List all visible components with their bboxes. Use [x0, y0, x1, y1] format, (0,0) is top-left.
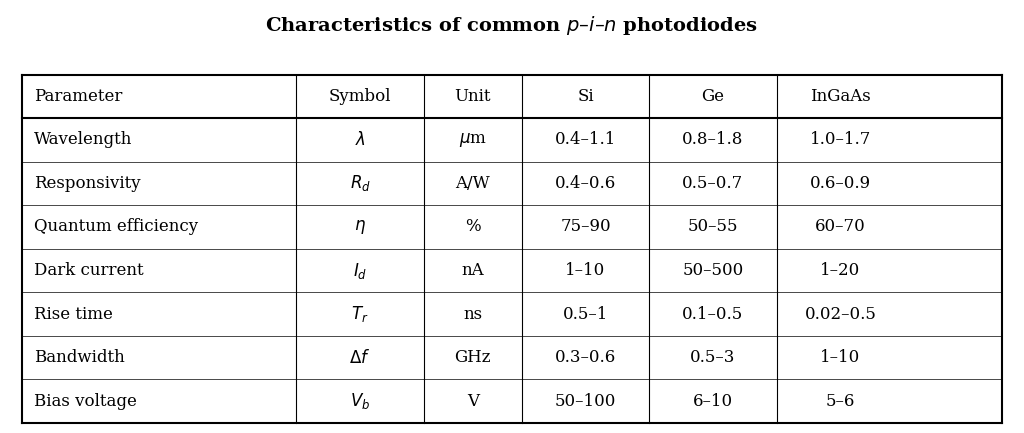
- Text: 0.4–1.1: 0.4–1.1: [555, 131, 616, 149]
- Text: 0.5–0.7: 0.5–0.7: [682, 175, 743, 192]
- Text: $\mu$m: $\mu$m: [459, 131, 486, 149]
- Text: Rise time: Rise time: [34, 306, 113, 323]
- Text: $\lambda$: $\lambda$: [354, 131, 366, 149]
- Text: 1.0–1.7: 1.0–1.7: [810, 131, 871, 149]
- Text: 1–20: 1–20: [820, 262, 860, 279]
- Text: 0.4–0.6: 0.4–0.6: [555, 175, 616, 192]
- Text: Symbol: Symbol: [329, 88, 391, 105]
- Text: A/W: A/W: [456, 175, 490, 192]
- Text: $V_b$: $V_b$: [350, 391, 370, 411]
- Text: Responsivity: Responsivity: [34, 175, 140, 192]
- Text: Si: Si: [578, 88, 594, 105]
- Text: 0.02–0.5: 0.02–0.5: [805, 306, 877, 323]
- Text: 0.5–3: 0.5–3: [690, 349, 735, 366]
- Text: Dark current: Dark current: [34, 262, 143, 279]
- Text: %: %: [465, 219, 480, 236]
- Text: GHz: GHz: [455, 349, 492, 366]
- Text: 0.3–0.6: 0.3–0.6: [555, 349, 616, 366]
- Text: 0.1–0.5: 0.1–0.5: [682, 306, 743, 323]
- Text: Bandwidth: Bandwidth: [34, 349, 125, 366]
- Text: Characteristics of common $p$–$i$–$n$ photodiodes: Characteristics of common $p$–$i$–$n$ ph…: [265, 14, 759, 37]
- Text: Unit: Unit: [455, 88, 492, 105]
- Text: $I_d$: $I_d$: [353, 261, 368, 281]
- Text: 5–6: 5–6: [825, 393, 855, 410]
- Text: ns: ns: [463, 306, 482, 323]
- Text: Bias voltage: Bias voltage: [34, 393, 137, 410]
- Text: 50–500: 50–500: [682, 262, 743, 279]
- Text: Wavelength: Wavelength: [34, 131, 132, 149]
- Text: 6–10: 6–10: [693, 393, 733, 410]
- Text: V: V: [467, 393, 479, 410]
- Text: $\Delta f$: $\Delta f$: [349, 349, 371, 367]
- Text: $R_d$: $R_d$: [349, 174, 371, 194]
- Text: Ge: Ge: [701, 88, 724, 105]
- Text: $T_r$: $T_r$: [351, 304, 369, 324]
- Text: 0.6–0.9: 0.6–0.9: [810, 175, 871, 192]
- Text: 1–10: 1–10: [565, 262, 605, 279]
- Text: 50–55: 50–55: [688, 219, 738, 236]
- Text: Parameter: Parameter: [34, 88, 123, 105]
- Text: $\eta$: $\eta$: [354, 218, 366, 236]
- Text: 1–10: 1–10: [820, 349, 860, 366]
- Text: 60–70: 60–70: [815, 219, 866, 236]
- Text: Quantum efficiency: Quantum efficiency: [34, 219, 199, 236]
- Text: nA: nA: [462, 262, 484, 279]
- Text: InGaAs: InGaAs: [810, 88, 870, 105]
- Text: 75–90: 75–90: [560, 219, 611, 236]
- Text: 50–100: 50–100: [555, 393, 616, 410]
- Text: 0.8–1.8: 0.8–1.8: [682, 131, 743, 149]
- Text: 0.5–1: 0.5–1: [563, 306, 608, 323]
